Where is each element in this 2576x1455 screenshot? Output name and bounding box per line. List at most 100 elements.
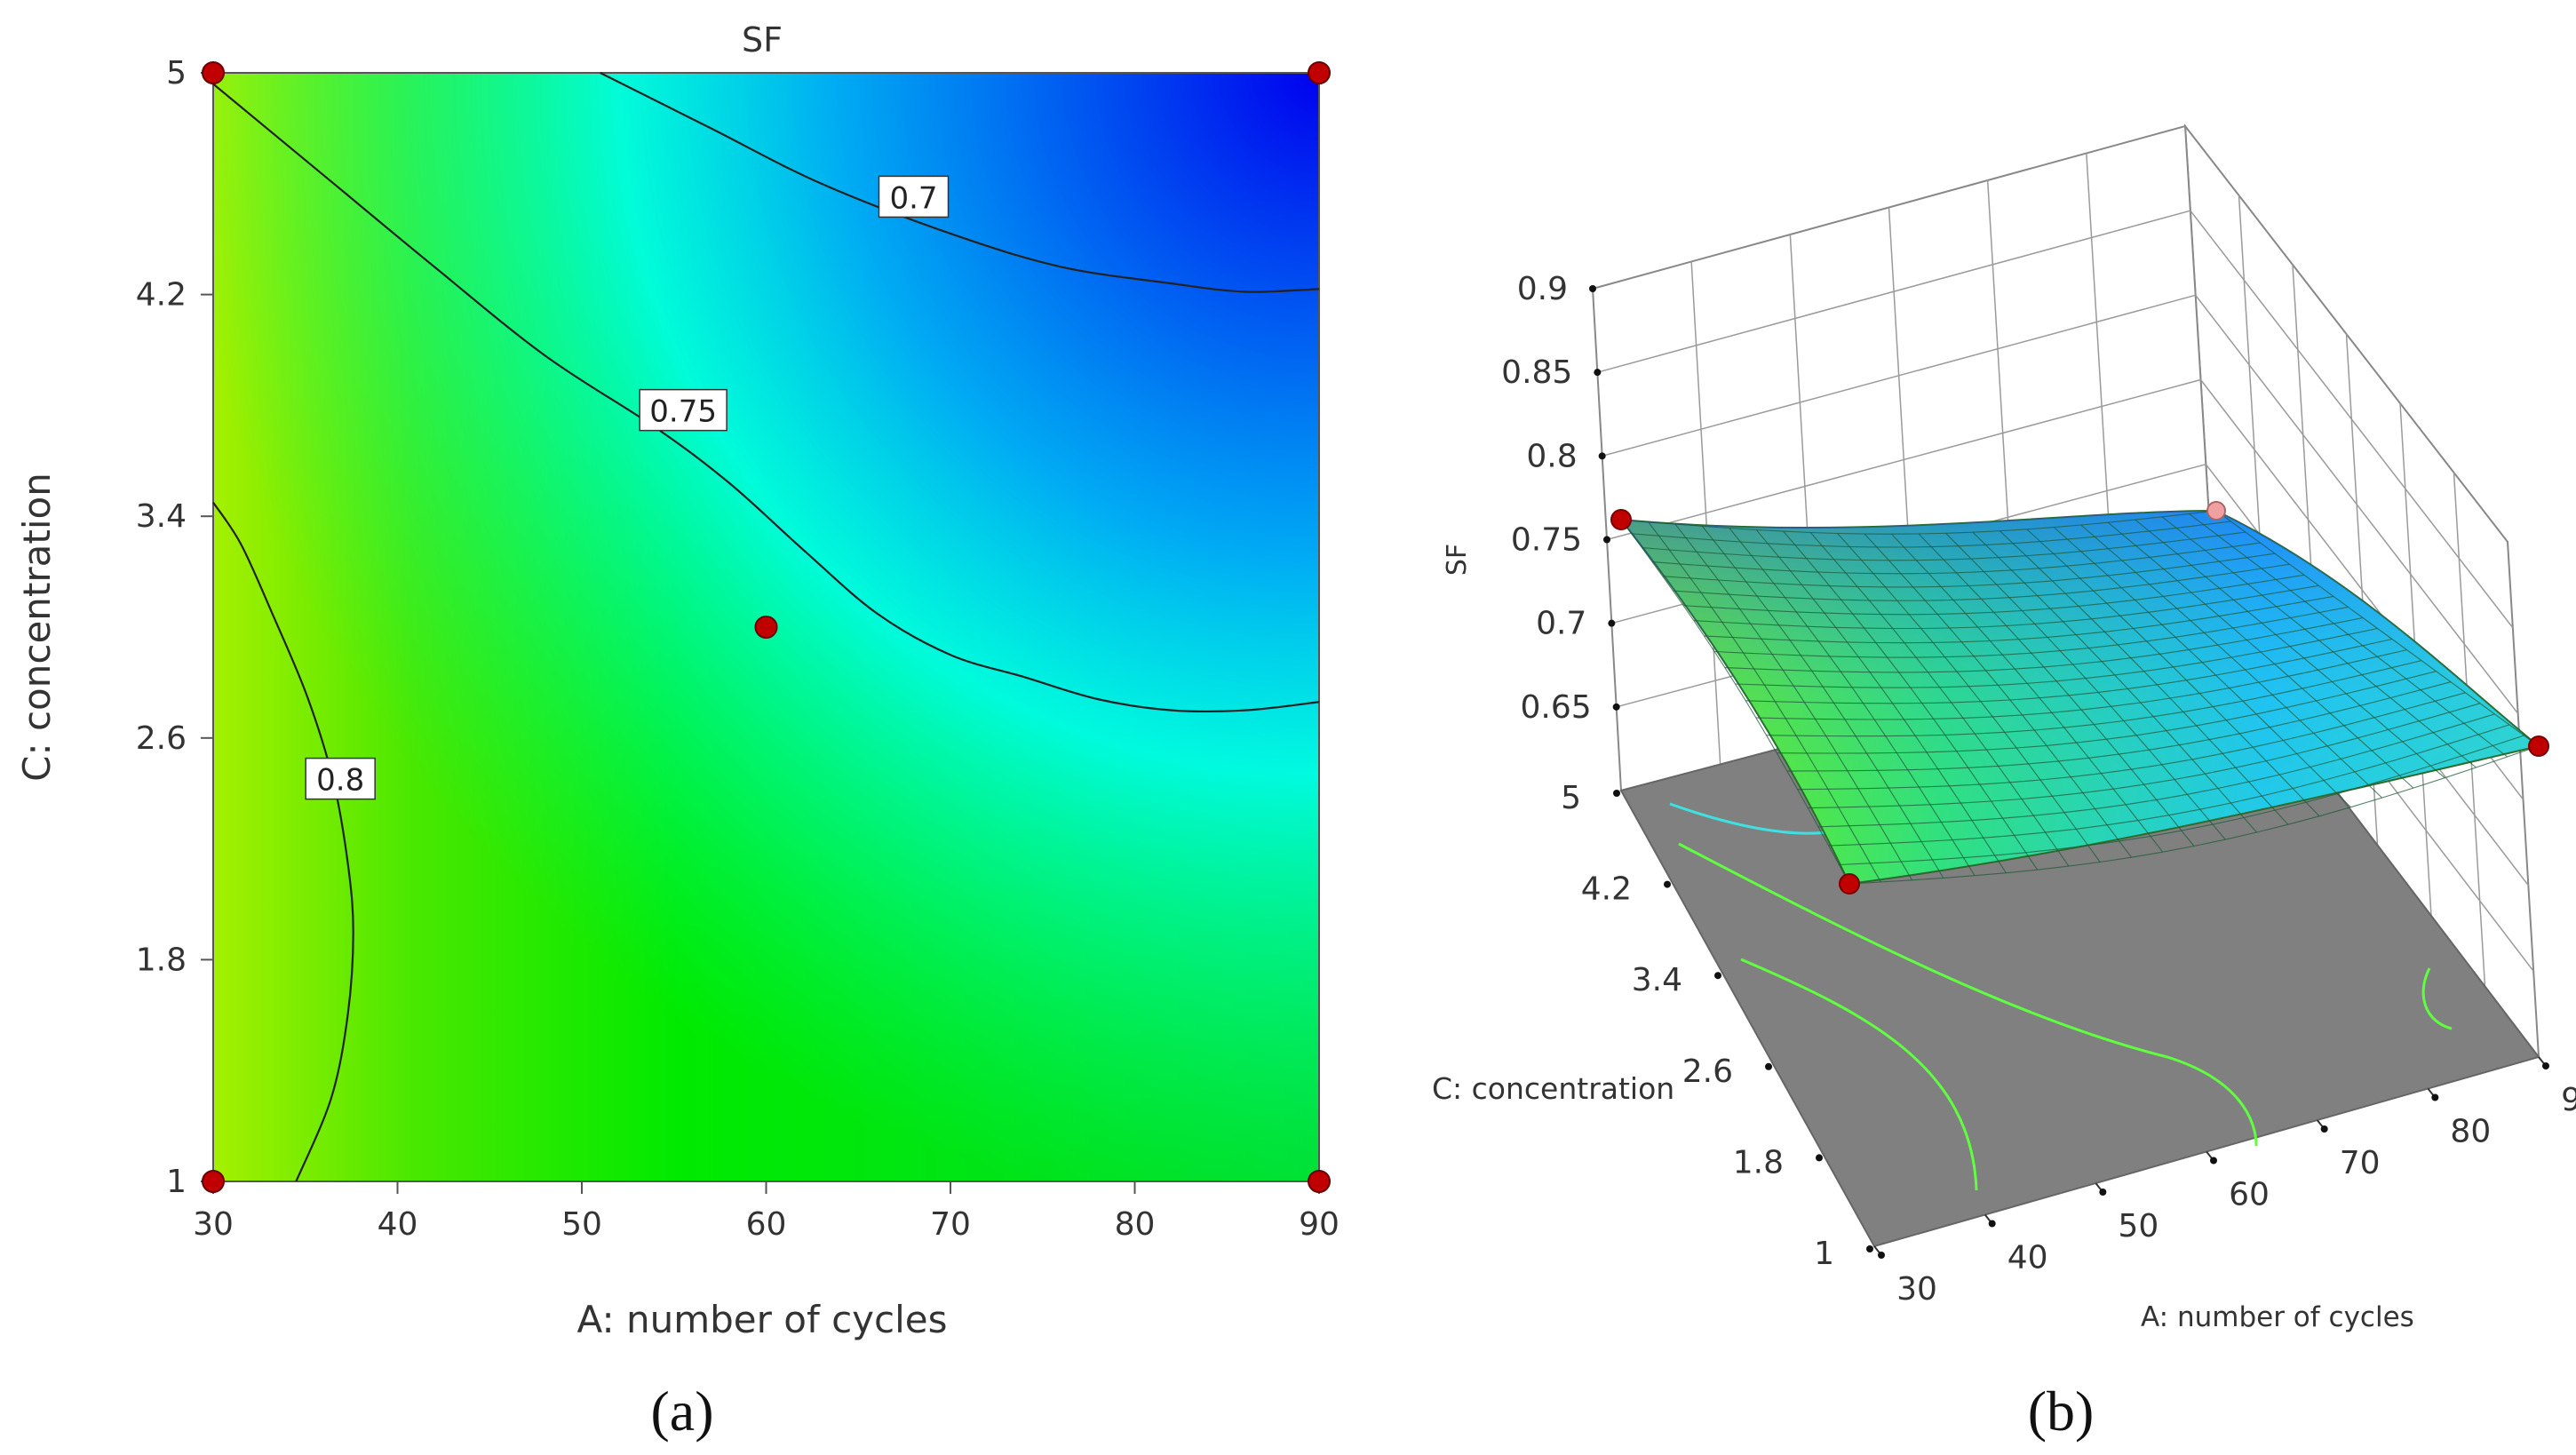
surface-z-axis-label: SF	[1442, 544, 1473, 576]
surface-z-tick-label: 0.9	[1517, 271, 1568, 307]
surface-mesh-line	[1766, 660, 2422, 737]
contour-label: 0.8	[316, 763, 364, 799]
surface-mesh-line	[1945, 532, 2226, 840]
contour-x-axis-label: A: number of cycles	[576, 1298, 947, 1341]
surface-y-tick-label: 5	[1561, 780, 1581, 816]
contour-x-tick-label: 90	[1299, 1206, 1340, 1243]
surface-mesh-line	[2000, 530, 2289, 825]
contour-y-tick-label: 1.8	[136, 942, 187, 978]
surface-y-tick-label: 1.8	[1733, 1144, 1784, 1181]
contour-x-tick-label: 80	[1115, 1206, 1156, 1243]
surface-z-tick-dot	[1589, 285, 1596, 292]
wall-grid-line	[1597, 210, 2191, 373]
surface-mesh-line	[2080, 524, 2382, 799]
surface-x-tick-dot	[1878, 1252, 1885, 1259]
contour-line	[600, 72, 1320, 293]
surface-mesh-line	[1777, 671, 2437, 754]
contour-x-tick-label: 30	[193, 1206, 234, 1243]
surface-design-point	[2528, 735, 2549, 757]
surface-y-tick-label: 2.6	[1682, 1053, 1733, 1090]
surface-mesh-line	[2189, 513, 2508, 758]
surface-y-tick-dot	[1765, 1062, 1772, 1070]
surface-z-tick-dot	[1603, 536, 1610, 544]
contour-x-tick-label: 40	[378, 1206, 418, 1243]
surface-z-tick-label: 0.75	[1511, 522, 1582, 559]
contour-x-tick-label: 50	[561, 1206, 602, 1243]
surface-z-tick-label: 0.7	[1536, 606, 1586, 642]
surface-x-tick-label: 70	[2340, 1145, 2381, 1181]
surface-x-tick-label: 80	[2450, 1114, 2491, 1150]
contour-label: 0.7	[889, 180, 937, 216]
surface-mesh-line	[2161, 516, 2477, 768]
contour-y-tick-label: 1	[166, 1164, 187, 1200]
surface-mesh-line	[1828, 724, 2510, 847]
response-surface-shade	[1621, 511, 2539, 884]
panel-label-b: (b)	[2028, 1379, 2095, 1443]
surface-y-axis-label: C: concentration	[1432, 1071, 1674, 1106]
surface-z-tick-label: 0.85	[1501, 354, 1572, 391]
surface-x-tick-dot	[2542, 1062, 2549, 1069]
surface-x-tick-label: 40	[2008, 1240, 2048, 1276]
surface-z-tick-dot	[1608, 619, 1616, 627]
contour-y-tick-label: 3.4	[136, 498, 187, 535]
surface-mesh-line	[2215, 510, 2540, 747]
wall-grid-line	[1602, 294, 2196, 457]
contour-line	[212, 83, 1320, 713]
surface-z-tick-dot	[1612, 703, 1620, 711]
surface-mesh-line	[1972, 531, 2257, 833]
contour-design-point	[754, 616, 778, 639]
contour-y-tick-label: 4.2	[136, 277, 187, 314]
surface-mesh-line	[1786, 681, 2452, 772]
contour-y-axis-label: C: concentration	[15, 473, 59, 782]
surface-z-tick-label: 0.65	[1521, 689, 1592, 726]
contour-label-box	[878, 175, 950, 219]
panel-label-a: (a)	[650, 1379, 713, 1443]
surface-x-tick-label: 50	[2118, 1208, 2159, 1244]
surface-mesh-line	[1808, 703, 2481, 809]
surface-y-tick-dot	[1613, 790, 1620, 797]
floor-contour-right	[2421, 967, 2453, 1030]
surface-mesh-line	[1817, 713, 2495, 828]
surface-z-tick-dot	[1594, 369, 1602, 377]
surface-x-axis-label: A: number of cycles	[2141, 1301, 2414, 1333]
contour-design-point	[202, 61, 225, 84]
contour-design-point	[1308, 1170, 1331, 1193]
surface-mesh-line	[2135, 519, 2445, 779]
contour-design-point	[1308, 61, 1331, 84]
surface-y-tick-dot	[1816, 1154, 1823, 1162]
surface-x-tick-dot	[1988, 1220, 1996, 1228]
surface-mesh-line	[1839, 735, 2524, 866]
surface-x-tick-dot	[2099, 1189, 2107, 1196]
surface-y-tick-dot	[1714, 972, 1721, 980]
contour-label-box	[639, 388, 727, 432]
surface-x-tick-dot	[2320, 1125, 2328, 1133]
contour-line	[212, 501, 354, 1182]
floor-contour-left	[1678, 842, 2258, 1147]
floor-contour-center	[1740, 958, 1978, 1191]
surface-design-point	[1839, 873, 1860, 894]
surface-mesh-line	[2026, 529, 2320, 817]
contour-x-tick-label: 70	[930, 1206, 971, 1243]
surface-x-tick-dot	[2210, 1157, 2217, 1165]
surface-z-tick-dot	[1598, 452, 1606, 460]
surface-mesh-line	[1755, 649, 2407, 720]
surface-y-tick-label: 4.2	[1581, 871, 1632, 908]
contour-design-point	[202, 1170, 225, 1193]
surface-mesh-line	[1797, 692, 2466, 791]
contour-y-tick-label: 2.6	[136, 720, 187, 757]
surface-mesh-line	[2107, 521, 2414, 789]
surface-x-tick-label: 60	[2229, 1177, 2270, 1213]
surface-design-point	[2206, 501, 2226, 521]
surface-mesh-line	[2053, 527, 2351, 808]
contour-label: 0.75	[649, 394, 717, 430]
surface-mesh-line	[1849, 745, 2540, 885]
wall-grid-line	[2190, 210, 2514, 629]
contour-title: SF	[742, 20, 783, 60]
surface-y-tick-label: 3.4	[1632, 962, 1682, 998]
surface-mesh-line	[1745, 638, 2393, 704]
surface-y-tick-dot	[1866, 1245, 1873, 1252]
wall-grid-line	[2195, 294, 2519, 714]
surface-panel: 30 40 50 60 70 80 90 1 1.8 2.6 3.4 4.2 5 0.65 0.7 0.75 0…	[1432, 123, 2576, 1443]
